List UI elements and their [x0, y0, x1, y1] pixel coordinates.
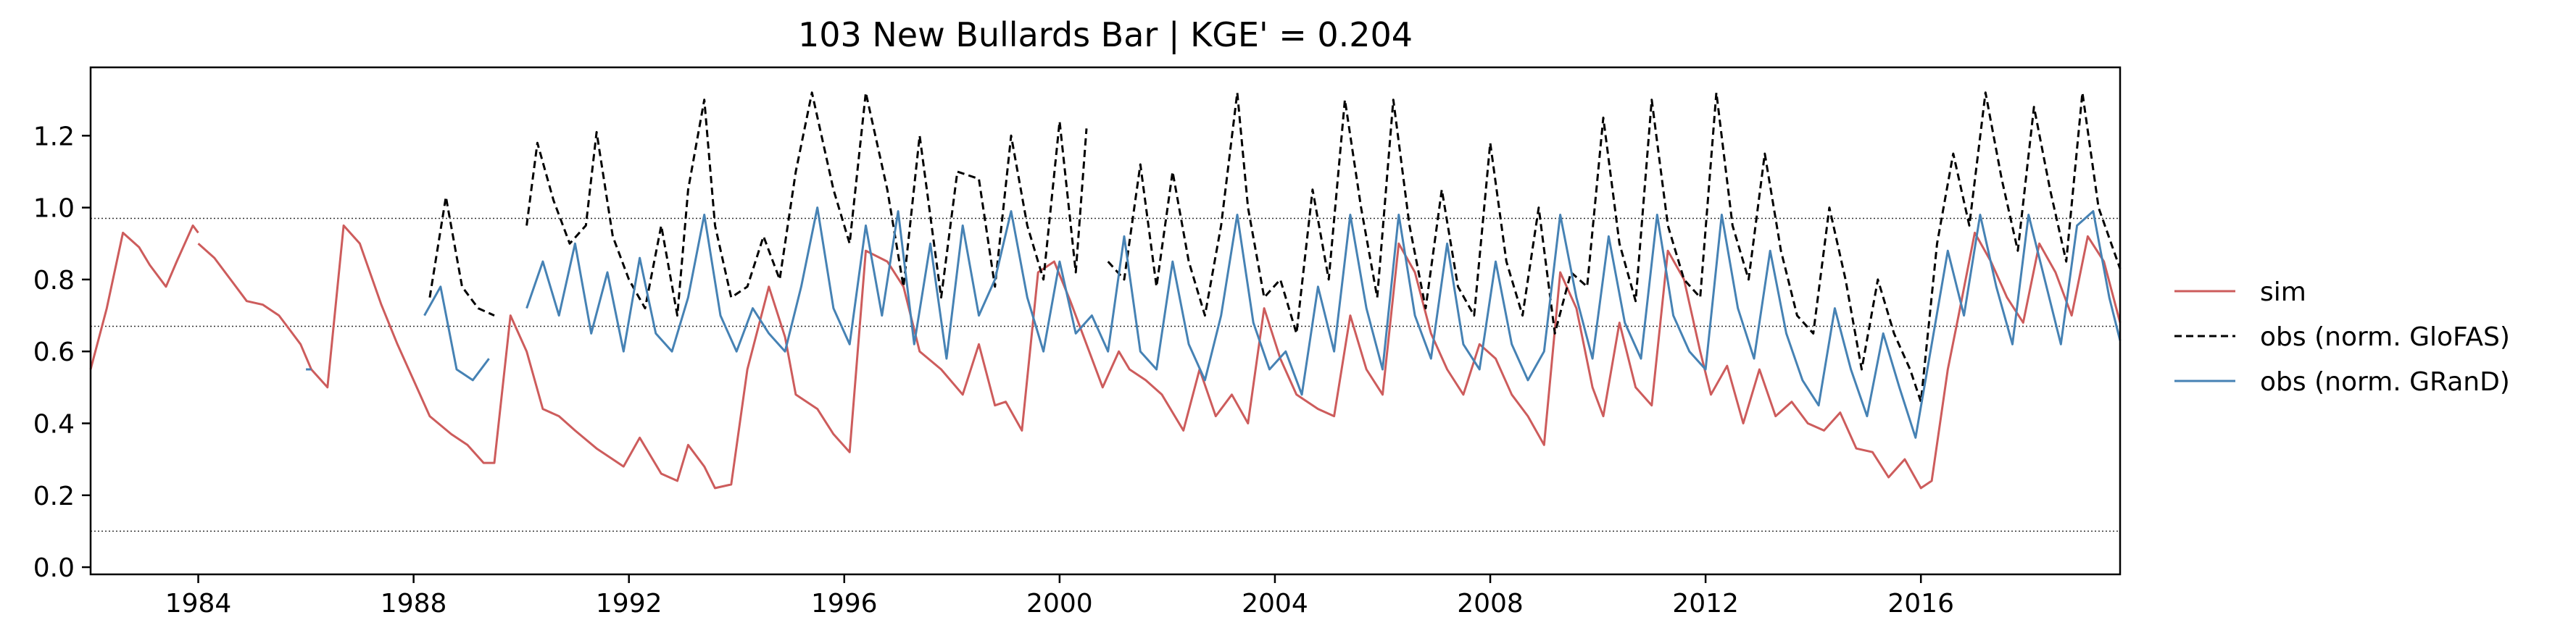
x-axis: 1984 1988 1992 1996 2000 2004 2008 2012 2016 — [165, 574, 1954, 619]
y-tick-label-0: 0.0 — [33, 553, 75, 583]
x-tick-label-1992: 1992 — [596, 589, 662, 619]
x-tick-label-1996: 1996 — [811, 589, 878, 619]
x-tick-label-1988: 1988 — [381, 589, 447, 619]
legend-label-obs-norm-glofas: obs (norm. GloFAS) — [2260, 322, 2510, 352]
y-axis: 0.0 0.2 0.4 0.6 0.8 1.0 1.2 — [33, 122, 91, 583]
x-tick-label-2016: 2016 — [1887, 589, 1954, 619]
y-tick-label-4: 0.8 — [33, 266, 75, 296]
y-tick-label-3: 0.6 — [33, 338, 75, 367]
x-tick-label-2004: 2004 — [1242, 589, 1308, 619]
plot-frame — [89, 66, 2122, 576]
series-line-obs-norm-grand — [306, 206, 2122, 439]
y-tick-label-1: 0.2 — [33, 482, 75, 511]
y-tick-label-5: 1.0 — [33, 194, 75, 224]
series-line-obs-norm-glofas — [428, 91, 2122, 403]
x-tick-label-1984: 1984 — [165, 589, 232, 619]
x-tick-label-2012: 2012 — [1672, 589, 1739, 619]
series-line-sim — [89, 224, 2122, 490]
legend-label-obs-norm-grand: obs (norm. GRanD) — [2260, 367, 2510, 397]
chart-title: 103 New Bullards Bar | KGE' = 0.204 — [798, 15, 1413, 55]
x-tick-label-2008: 2008 — [1457, 589, 1524, 619]
legend-label-sim: sim — [2260, 277, 2306, 307]
series-layer — [89, 91, 2122, 490]
y-tick-label-2: 0.4 — [33, 409, 75, 439]
reference-lines — [91, 217, 2120, 532]
legend: sim obs (norm. GloFAS) obs (norm. GRanD) — [2174, 277, 2510, 397]
x-tick-label-2000: 2000 — [1026, 589, 1093, 619]
y-tick-label-6: 1.2 — [33, 122, 75, 151]
